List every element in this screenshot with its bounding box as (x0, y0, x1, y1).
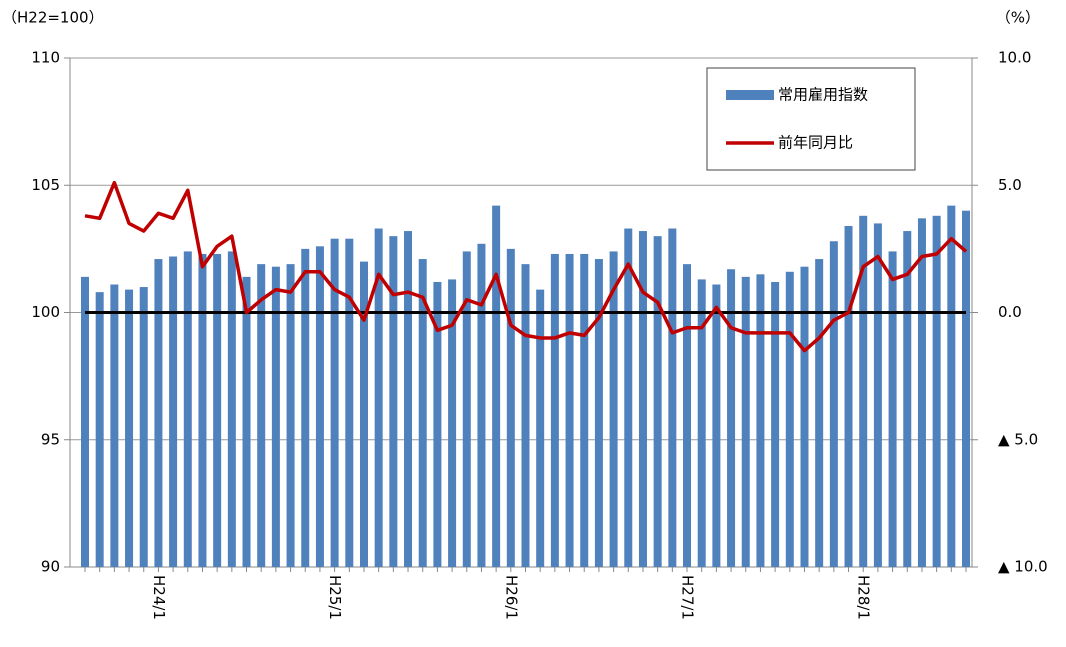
y2-tick-label: 10.0 (998, 49, 1031, 67)
y2-unit-label: （%） (996, 9, 1040, 27)
bar (873, 223, 882, 568)
bar (433, 281, 442, 567)
x-tick-label: H26/1 (502, 575, 520, 620)
bar (418, 259, 427, 567)
bar (125, 289, 134, 567)
y2-tick-label: 0.0 (998, 303, 1022, 321)
bar (154, 259, 163, 567)
bar (462, 251, 471, 568)
x-tick-label: H25/1 (326, 575, 344, 620)
y-tick-label: 95 (41, 430, 60, 448)
bar (330, 238, 339, 567)
bar (624, 228, 633, 567)
bar (815, 259, 824, 567)
bar (668, 228, 677, 567)
y-tick-label: 90 (41, 558, 60, 576)
y-unit-label: （H22=100） (2, 9, 104, 27)
bar (271, 266, 280, 567)
bar (345, 238, 354, 567)
bar (580, 253, 589, 567)
bar (506, 248, 515, 567)
bar (844, 225, 853, 567)
bar (169, 256, 178, 567)
bar (859, 215, 868, 568)
legend-swatch (726, 90, 774, 100)
y2-tick-label: ▲ 5.0 (998, 430, 1038, 448)
bar (638, 231, 647, 567)
x-tick-label: H27/1 (679, 575, 697, 620)
bar (213, 253, 222, 567)
bar (712, 284, 721, 567)
bar (448, 279, 457, 567)
bar (110, 284, 119, 567)
bar (947, 205, 956, 568)
y-tick-label: 105 (31, 176, 60, 194)
bar (917, 218, 926, 567)
x-tick-label: H28/1 (855, 575, 873, 620)
bar (95, 292, 104, 567)
bar (404, 231, 413, 567)
bar (242, 276, 251, 567)
bar (609, 251, 618, 568)
bar (756, 274, 765, 567)
bar (374, 228, 383, 567)
bar (257, 264, 266, 567)
bar (286, 264, 295, 567)
bar (888, 251, 897, 568)
bar (550, 253, 559, 567)
bar (785, 271, 794, 567)
y-tick-label: 100 (31, 303, 60, 321)
legend-label: 常用雇用指数 (778, 86, 868, 104)
x-tick-label: H24/1 (150, 575, 168, 620)
y-tick-label: 110 (31, 49, 60, 67)
bar (932, 215, 941, 568)
bar (477, 243, 486, 567)
bar (565, 253, 574, 567)
bar (800, 266, 809, 567)
bar (139, 287, 148, 567)
bar (359, 261, 368, 567)
bar (183, 251, 192, 568)
bar (653, 236, 662, 567)
bar (683, 264, 692, 567)
bar (198, 253, 207, 567)
y2-tick-label: ▲ 10.0 (998, 558, 1048, 576)
bar (594, 259, 603, 567)
legend-box (706, 67, 916, 171)
bar (741, 276, 750, 567)
bar (727, 269, 736, 567)
bar (962, 210, 970, 567)
bar (521, 264, 530, 567)
y2-tick-label: 5.0 (998, 176, 1022, 194)
bar (903, 231, 912, 567)
bar (829, 241, 838, 568)
bar (389, 236, 398, 567)
line (84, 180, 968, 353)
bar (301, 248, 310, 567)
bar (81, 276, 89, 567)
bar (315, 246, 324, 567)
bar (771, 281, 780, 567)
legend-label: 前年同月比 (778, 134, 853, 152)
bar (227, 251, 236, 568)
bar (492, 205, 501, 568)
bar (536, 289, 545, 567)
bar (697, 279, 706, 567)
